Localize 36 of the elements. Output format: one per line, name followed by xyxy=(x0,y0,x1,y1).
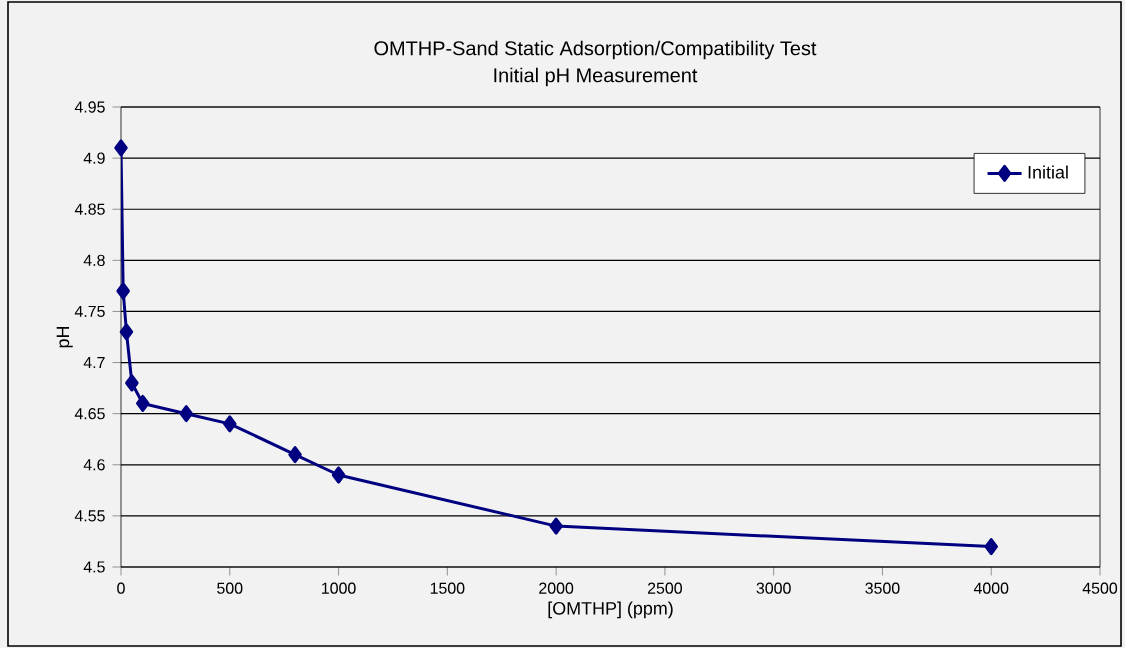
chart-subtitle: Initial pH Measurement xyxy=(494,67,698,87)
y-tick-label: 4.9 xyxy=(83,152,105,164)
point xyxy=(331,466,346,484)
y-tick-label: 4.95 xyxy=(74,101,105,113)
point xyxy=(984,538,998,556)
point xyxy=(288,446,302,464)
x-tick-label: 4000 xyxy=(973,582,1009,594)
y-tick-label: 4.8 xyxy=(83,254,105,266)
y-tick-label: 4.55 xyxy=(74,510,105,522)
x-tick-label: 500 xyxy=(217,582,243,594)
point xyxy=(125,374,139,392)
point xyxy=(549,517,563,535)
x-axis-title: [OMTHP] (ppm) xyxy=(548,601,673,619)
point xyxy=(116,282,130,300)
x-tick-label: 2000 xyxy=(539,582,574,594)
point xyxy=(223,415,237,433)
x-tick-label: 2500 xyxy=(647,582,682,594)
x-tick-label: 1000 xyxy=(322,582,356,594)
y-tick-label: 4.75 xyxy=(74,305,105,318)
x-tick-label: 3000 xyxy=(756,582,791,594)
chart-title: OMTHP-Sand Static Adsorption/Compatibility Test xyxy=(374,40,817,60)
x-tick-label: 3500 xyxy=(865,582,900,594)
legend-label: Initial xyxy=(1028,165,1068,179)
point xyxy=(114,139,128,157)
point xyxy=(136,394,150,412)
x-tick-label: 0 xyxy=(117,582,125,594)
y-tick-label: 4.5 xyxy=(83,561,105,573)
y-tick-label: 4.7 xyxy=(83,357,105,369)
y-tick-label: 4.85 xyxy=(74,203,105,215)
x-tick-label: 4500 xyxy=(1082,582,1118,594)
point xyxy=(119,323,134,341)
point xyxy=(179,405,194,423)
y-axis-title: pH xyxy=(56,326,73,348)
y-tick-label: 4.65 xyxy=(74,408,105,420)
x-tick-label: 1500 xyxy=(430,582,465,594)
y-tick-label: 4.6 xyxy=(83,459,105,471)
